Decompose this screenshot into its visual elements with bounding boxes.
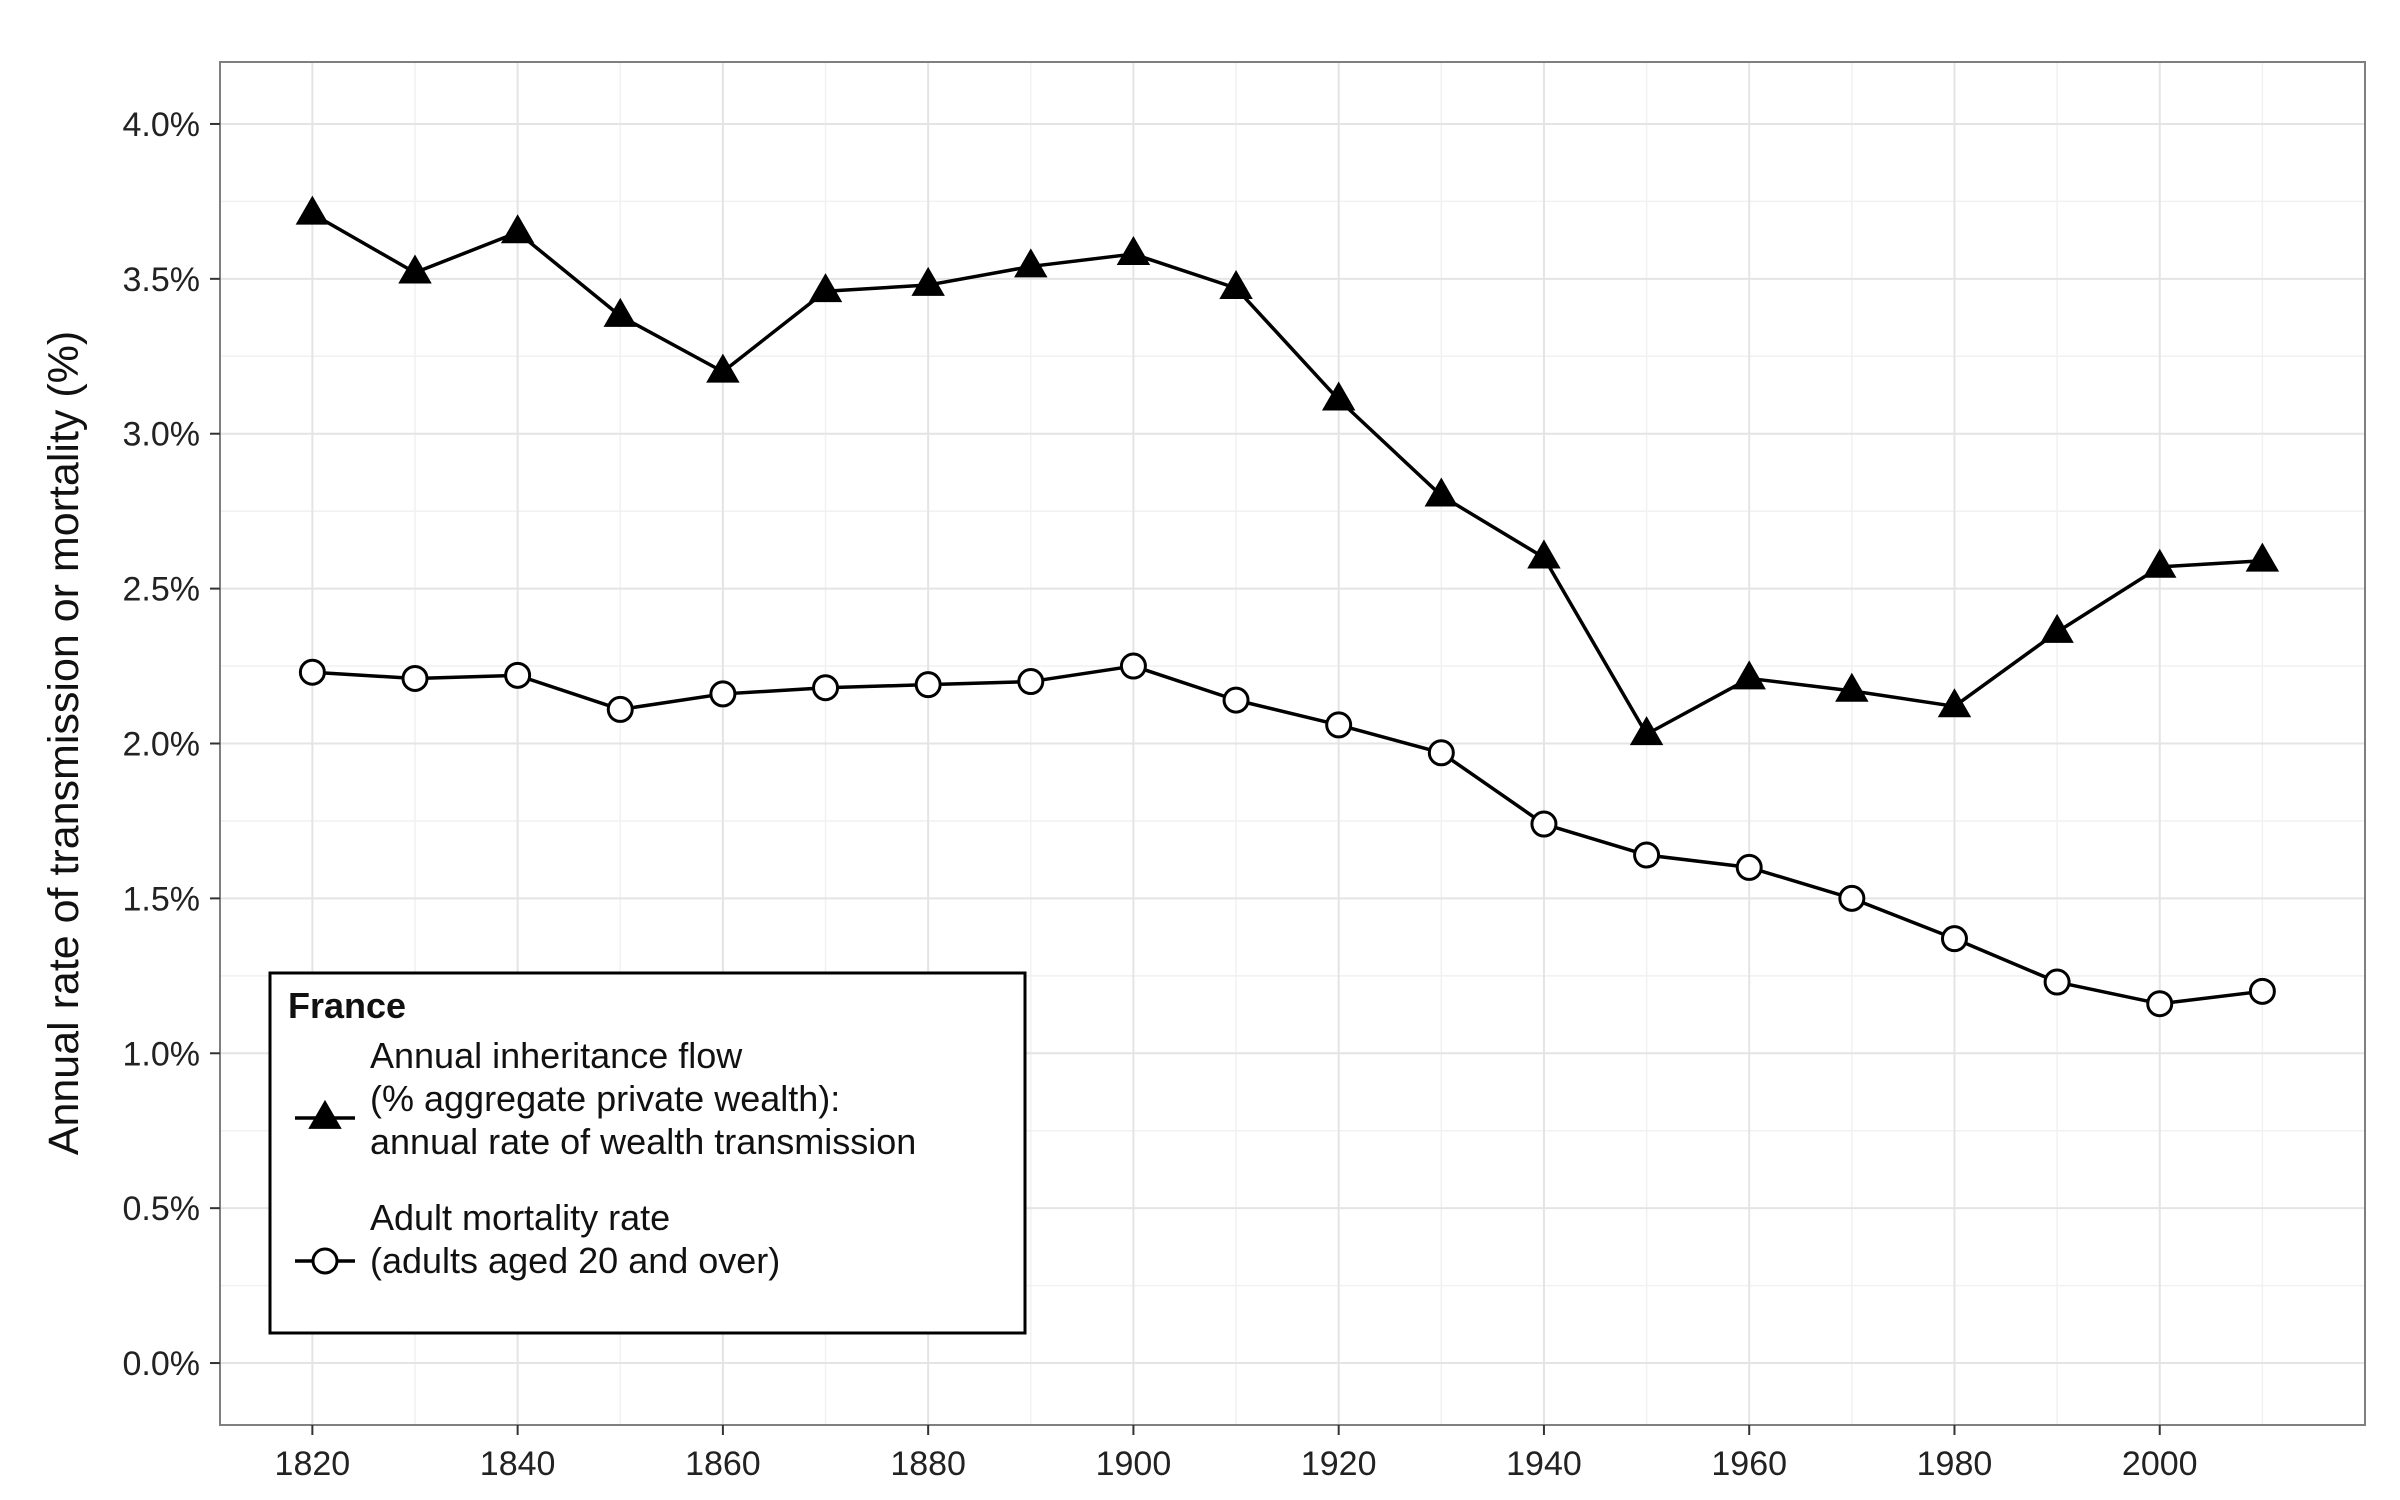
- legend-label-line: (% aggregate private wealth):: [370, 1078, 840, 1119]
- data-point: [1222, 686, 1250, 714]
- y-tick-label: 2.0%: [123, 726, 201, 764]
- legend-label-line: Annual inheritance flow: [370, 1035, 743, 1076]
- data-point: [812, 674, 840, 702]
- y-tick-label: 3.5%: [123, 261, 201, 299]
- y-tick-label: 0.0%: [123, 1345, 201, 1383]
- x-tick-label: 1880: [890, 1445, 966, 1483]
- y-tick-label: 0.5%: [123, 1190, 201, 1228]
- legend-label-line: (adults aged 20 and over): [370, 1240, 780, 1281]
- legend-title: France: [288, 985, 406, 1026]
- data-point: [603, 297, 637, 327]
- data-point: [401, 664, 429, 692]
- data-point: [1219, 270, 1253, 300]
- data-point: [1527, 539, 1561, 569]
- x-tick-label: 1820: [275, 1445, 351, 1483]
- data-point: [1530, 810, 1558, 838]
- legend-label-line: annual rate of wealth transmission: [370, 1121, 916, 1162]
- legend-key-marker: [308, 1099, 342, 1129]
- series-layer: [295, 195, 2280, 1018]
- data-point: [1424, 477, 1459, 507]
- y-tick-label: 4.0%: [123, 106, 201, 144]
- data-point: [1732, 660, 1766, 690]
- data-point: [1629, 716, 1664, 746]
- legend: France Annual inheritance flow(% aggrega…: [268, 971, 1027, 1335]
- legend-label-line: Adult mortality rate: [370, 1197, 670, 1238]
- data-point: [2143, 548, 2177, 578]
- x-axis: 1820 1840 1860 1880 1900 1920 1940 1960 1980 2000: [275, 1425, 2198, 1483]
- data-point: [1427, 739, 1455, 767]
- data-point: [709, 680, 737, 708]
- series-line: [312, 664, 2263, 1006]
- data-point: [1325, 711, 1353, 739]
- y-tick-label: 3.0%: [123, 416, 201, 454]
- legend-entry-2: Adult mortality rate(adults aged 20 and …: [295, 1197, 780, 1281]
- data-point: [1014, 248, 1048, 278]
- y-axis: 0.0% 0.5% 1.0% 1.5% 2.0% 2.5% 3.0% 3.5% 4.0%: [123, 106, 220, 1383]
- y-tick-label: 1.5%: [123, 880, 201, 918]
- data-point: [2245, 542, 2280, 572]
- x-tick-label: 1940: [1506, 1445, 1582, 1483]
- legend-key-marker: [311, 1247, 339, 1275]
- data-point: [295, 195, 330, 225]
- data-point: [1116, 235, 1151, 265]
- data-point: [2040, 613, 2074, 643]
- data-point: [606, 695, 634, 723]
- y-tick-label: 1.0%: [123, 1035, 201, 1073]
- x-tick-label: 1920: [1301, 1445, 1377, 1483]
- data-point: [808, 273, 843, 303]
- legend-box: [268, 971, 1027, 1335]
- data-point: [1119, 652, 1147, 680]
- x-tick-label: 1860: [685, 1445, 761, 1483]
- y-axis-title: Annual rate of transmission or mortality…: [40, 331, 88, 1155]
- y-tick-label: 2.5%: [123, 571, 201, 609]
- x-tick-label: 2000: [2122, 1445, 2198, 1483]
- series-2: [298, 652, 2276, 1018]
- data-point: [1937, 688, 1972, 718]
- data-point: [1835, 672, 1869, 702]
- data-point: [500, 214, 535, 244]
- data-point: [504, 661, 532, 689]
- data-point: [1321, 381, 1356, 411]
- x-tick-label: 1980: [1917, 1445, 1993, 1483]
- data-point: [2146, 990, 2174, 1018]
- data-point: [2043, 968, 2071, 996]
- x-tick-label: 1900: [1096, 1445, 1172, 1483]
- data-point: [914, 671, 942, 699]
- series-1: [295, 195, 2280, 746]
- data-point: [398, 254, 432, 284]
- legend-entry-1: Annual inheritance flow(% aggregate priv…: [295, 1035, 916, 1162]
- data-point: [1838, 884, 1866, 912]
- data-point: [298, 658, 326, 686]
- data-point: [911, 266, 945, 296]
- data-point: [706, 353, 740, 383]
- data-point: [2248, 977, 2276, 1005]
- x-tick-label: 1840: [480, 1445, 556, 1483]
- data-point: [1017, 668, 1045, 696]
- data-point: [1735, 853, 1763, 881]
- series-line: [311, 212, 2263, 736]
- data-point: [1940, 925, 1968, 953]
- data-point: [1633, 841, 1661, 869]
- x-tick-label: 1960: [1711, 1445, 1787, 1483]
- legend-entries: Annual inheritance flow(% aggregate priv…: [295, 1035, 916, 1281]
